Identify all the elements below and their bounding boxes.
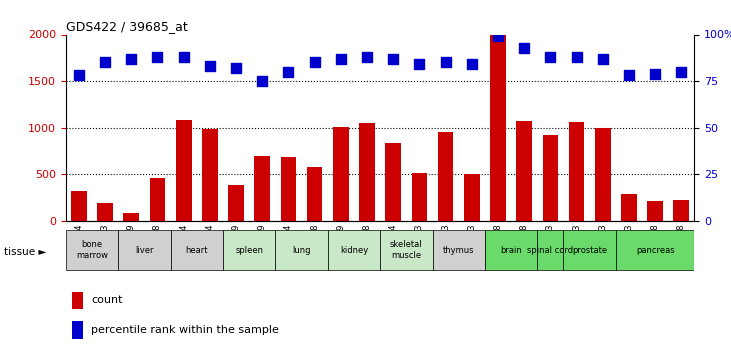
- Point: [675, 69, 687, 75]
- Bar: [359, 123, 375, 221]
- Text: skeletal
muscle: skeletal muscle: [390, 240, 423, 260]
- Text: spleen: spleen: [235, 246, 263, 255]
- Point: [387, 56, 399, 61]
- Point: [99, 60, 111, 65]
- Text: pancreas: pancreas: [636, 246, 675, 255]
- Bar: [118, 230, 170, 270]
- Bar: [327, 230, 380, 270]
- Bar: [228, 185, 244, 221]
- Bar: [438, 132, 453, 221]
- Bar: [380, 230, 433, 270]
- Bar: [66, 230, 118, 270]
- Point: [178, 54, 189, 60]
- Bar: [648, 201, 663, 221]
- Bar: [537, 230, 564, 270]
- Bar: [621, 194, 637, 221]
- Bar: [223, 230, 276, 270]
- Bar: [490, 34, 506, 221]
- Point: [257, 78, 268, 84]
- Point: [126, 56, 137, 61]
- Point: [571, 54, 583, 60]
- Text: tissue ►: tissue ►: [4, 247, 46, 257]
- Text: brain: brain: [500, 246, 522, 255]
- Text: liver: liver: [135, 246, 154, 255]
- Point: [230, 65, 242, 71]
- Bar: [569, 122, 584, 221]
- Bar: [276, 230, 327, 270]
- Text: count: count: [91, 296, 122, 305]
- Bar: [124, 213, 139, 221]
- Point: [545, 54, 556, 60]
- Point: [518, 45, 530, 50]
- Bar: [516, 121, 532, 221]
- Text: percentile rank within the sample: percentile rank within the sample: [91, 325, 279, 335]
- Bar: [333, 127, 349, 221]
- Bar: [485, 230, 537, 270]
- Point: [361, 54, 373, 60]
- Point: [492, 33, 504, 39]
- Bar: [385, 144, 401, 221]
- Point: [335, 56, 346, 61]
- Bar: [72, 292, 83, 309]
- Bar: [673, 200, 689, 221]
- Text: spinal cord: spinal cord: [527, 246, 573, 255]
- Point: [440, 60, 452, 65]
- Text: bone
marrow: bone marrow: [76, 240, 108, 260]
- Point: [414, 61, 425, 67]
- Bar: [97, 203, 113, 221]
- Bar: [175, 120, 192, 221]
- Text: heart: heart: [186, 246, 208, 255]
- Point: [283, 69, 295, 75]
- Bar: [72, 321, 83, 339]
- Bar: [170, 230, 223, 270]
- Bar: [564, 230, 616, 270]
- Point: [649, 71, 661, 76]
- Point: [597, 56, 609, 61]
- Text: kidney: kidney: [340, 246, 368, 255]
- Bar: [254, 156, 270, 221]
- Point: [151, 54, 163, 60]
- Bar: [464, 174, 480, 221]
- Bar: [281, 157, 296, 221]
- Text: thymus: thymus: [443, 246, 474, 255]
- Point: [204, 63, 216, 69]
- Bar: [412, 173, 427, 221]
- Text: lung: lung: [292, 246, 311, 255]
- Bar: [595, 128, 610, 221]
- Point: [73, 73, 85, 78]
- Text: GDS422 / 39685_at: GDS422 / 39685_at: [66, 20, 188, 33]
- Bar: [616, 230, 694, 270]
- Bar: [150, 178, 165, 221]
- Point: [308, 60, 320, 65]
- Text: prostate: prostate: [572, 246, 607, 255]
- Bar: [307, 167, 322, 221]
- Point: [623, 73, 635, 78]
- Bar: [433, 230, 485, 270]
- Point: [466, 61, 477, 67]
- Bar: [202, 129, 218, 221]
- Bar: [71, 191, 87, 221]
- Bar: [542, 135, 558, 221]
